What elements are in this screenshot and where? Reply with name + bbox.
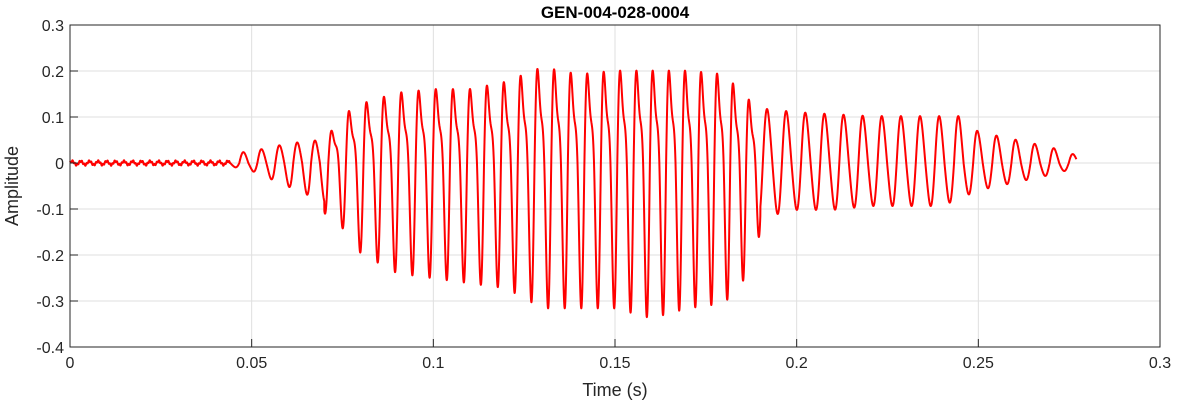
x-tick-label: 0.05 — [236, 355, 267, 372]
x-tick-label: 0.3 — [1149, 355, 1171, 372]
y-tick-label: -0.4 — [36, 340, 64, 357]
series-group — [69, 67, 1078, 319]
x-axis-label: Time (s) — [582, 380, 647, 400]
chart-title: GEN-004-028-0004 — [541, 3, 690, 22]
y-tick-label: 0.1 — [42, 110, 64, 127]
y-tick-label: -0.3 — [36, 294, 64, 311]
y-axis-ticks: -0.4 -0.3 -0.2 -0.1 0 0.1 0.2 0.3 — [36, 18, 78, 357]
y-tick-label: -0.2 — [36, 248, 64, 265]
series-line-amplitude — [69, 67, 1078, 319]
x-tick-label: 0.15 — [599, 355, 630, 372]
y-tick-label: 0 — [55, 156, 64, 173]
y-tick-label: -0.1 — [36, 202, 64, 219]
x-axis-ticks: 0 0.05 0.1 0.15 0.2 0.25 0.3 — [66, 339, 1171, 372]
x-tick-label: 0.25 — [963, 355, 994, 372]
x-tick-label: 0.2 — [786, 355, 808, 372]
x-tick-label: 0 — [66, 355, 75, 372]
y-tick-label: 0.3 — [42, 18, 64, 35]
y-axis-label: Amplitude — [2, 146, 22, 226]
y-tick-label: 0.2 — [42, 64, 64, 81]
x-tick-label: 0.1 — [422, 355, 444, 372]
